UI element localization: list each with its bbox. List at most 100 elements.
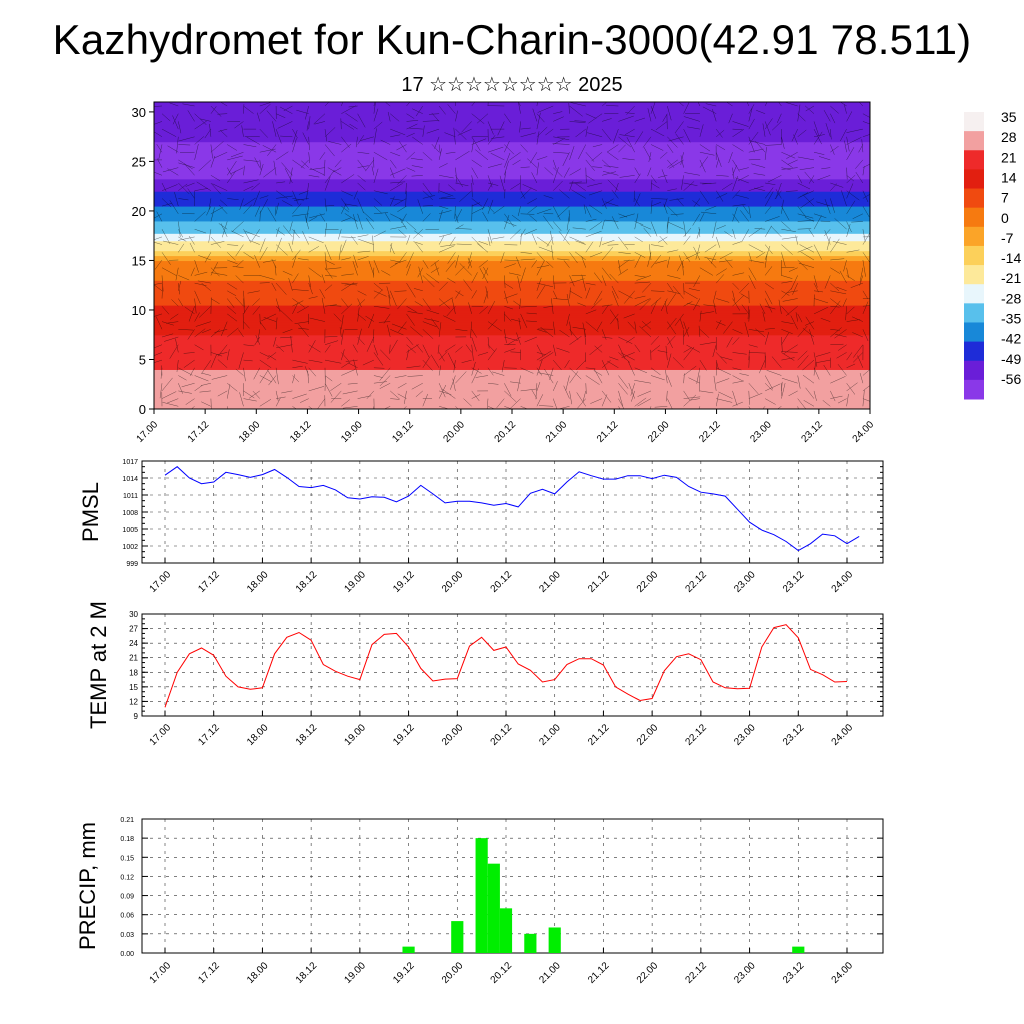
- colorbar-swatch: [964, 379, 984, 400]
- wind-barb: [206, 205, 212, 216]
- wind-barb: [699, 156, 709, 168]
- wind-barb: [510, 182, 521, 190]
- colorbar-swatch: [964, 284, 984, 304]
- wind-barb: [845, 306, 847, 321]
- wind-barb: [650, 345, 661, 353]
- wind-barb: [298, 327, 309, 330]
- wind-barb: [238, 329, 244, 338]
- wind-barb: [430, 267, 440, 273]
- wind-barb: [552, 275, 555, 290]
- temperature-band: [154, 233, 870, 237]
- wind-barb: [667, 290, 681, 294]
- wind-barb: [252, 390, 260, 399]
- wind-barb: [569, 287, 571, 299]
- wind-barb: [398, 229, 407, 238]
- wind-barb: [341, 217, 351, 222]
- wind-barb: [289, 167, 293, 184]
- wind-barb: [830, 305, 840, 308]
- wind-barb: [259, 103, 271, 114]
- wind-barb: [390, 183, 403, 191]
- wind-barb: [201, 329, 211, 334]
- wind-barb: [683, 347, 692, 353]
- wind-barb: [683, 394, 697, 407]
- wind-barb: [821, 167, 831, 170]
- wind-barb: [438, 281, 448, 291]
- wind-barb: [235, 275, 244, 284]
- wind-barb: [189, 367, 195, 376]
- wind-barb: [281, 162, 293, 176]
- wind-barb: [588, 204, 603, 215]
- wind-barb: [536, 236, 550, 246]
- wind-barb: [417, 199, 424, 214]
- wind-barb: [178, 367, 193, 376]
- wind-barb: [846, 190, 860, 201]
- wind-barb: [487, 175, 493, 188]
- wind-barb: [338, 244, 342, 260]
- wind-barb: [211, 375, 228, 380]
- wind-barb: [767, 175, 782, 183]
- temperature-band: [154, 228, 870, 232]
- wind-barb: [748, 136, 755, 153]
- wind-barb: [754, 187, 766, 191]
- wind-barb: [601, 220, 605, 230]
- wind-barb: [194, 113, 207, 125]
- wind-barb: [569, 290, 583, 299]
- wind-barb: [846, 249, 860, 253]
- wind-barb: [678, 102, 684, 107]
- wind-barb: [715, 360, 719, 370]
- wind-barb: [585, 383, 587, 394]
- wind-barb: [275, 390, 279, 401]
- wind-barb: [846, 137, 862, 145]
- wind-barb: [536, 350, 552, 361]
- wind-barb: [625, 112, 635, 114]
- wind-barb: [357, 175, 366, 182]
- temperature-band: [154, 386, 870, 390]
- wind-barb: [552, 159, 557, 170]
- wind-barb: [665, 369, 668, 384]
- wind-barb: [587, 132, 603, 138]
- wind-barb: [268, 355, 277, 361]
- wind-barb: [813, 290, 824, 293]
- wind-barb: [416, 344, 423, 353]
- temperature-band: [154, 191, 870, 195]
- wind-barb: [226, 384, 231, 399]
- wind-barb: [683, 321, 689, 337]
- wind-barb: [504, 348, 516, 353]
- wind-barb: [683, 116, 700, 122]
- wind-barb: [273, 336, 277, 347]
- wind-barb: [275, 228, 286, 236]
- wind-barb: [296, 109, 309, 114]
- wind-barb: [585, 321, 599, 333]
- wind-barb: [267, 207, 277, 222]
- wind-barb: [764, 187, 774, 199]
- wind-barb: [609, 309, 619, 322]
- wind-barb: [748, 356, 750, 368]
- wind-barb: [308, 236, 324, 244]
- wind-barb: [667, 317, 677, 330]
- wind-barb: [292, 375, 300, 383]
- wind-barb: [681, 175, 684, 190]
- wind-barb: [383, 406, 391, 409]
- wind-barb: [253, 190, 261, 206]
- wind-barb: [341, 121, 354, 130]
- wind-barb: [519, 121, 521, 133]
- wind-barb: [198, 255, 211, 261]
- precip-bar: [475, 838, 488, 953]
- wind-barb: [862, 301, 869, 314]
- x-tick-label: 23.00: [732, 569, 758, 595]
- wind-barb: [618, 259, 630, 268]
- wind-barb: [313, 113, 326, 125]
- y-tick-label: 9: [134, 712, 139, 721]
- wind-barb: [339, 327, 342, 338]
- wind-barb: [762, 311, 766, 322]
- wind-barb: [824, 198, 831, 214]
- temperature-band: [154, 319, 870, 323]
- wind-barb: [324, 244, 332, 261]
- wind-barb: [362, 359, 375, 366]
- wind-barb: [394, 290, 407, 292]
- wind-barb: [389, 290, 397, 307]
- wind-barb: [357, 234, 369, 238]
- wind-barb: [407, 311, 423, 315]
